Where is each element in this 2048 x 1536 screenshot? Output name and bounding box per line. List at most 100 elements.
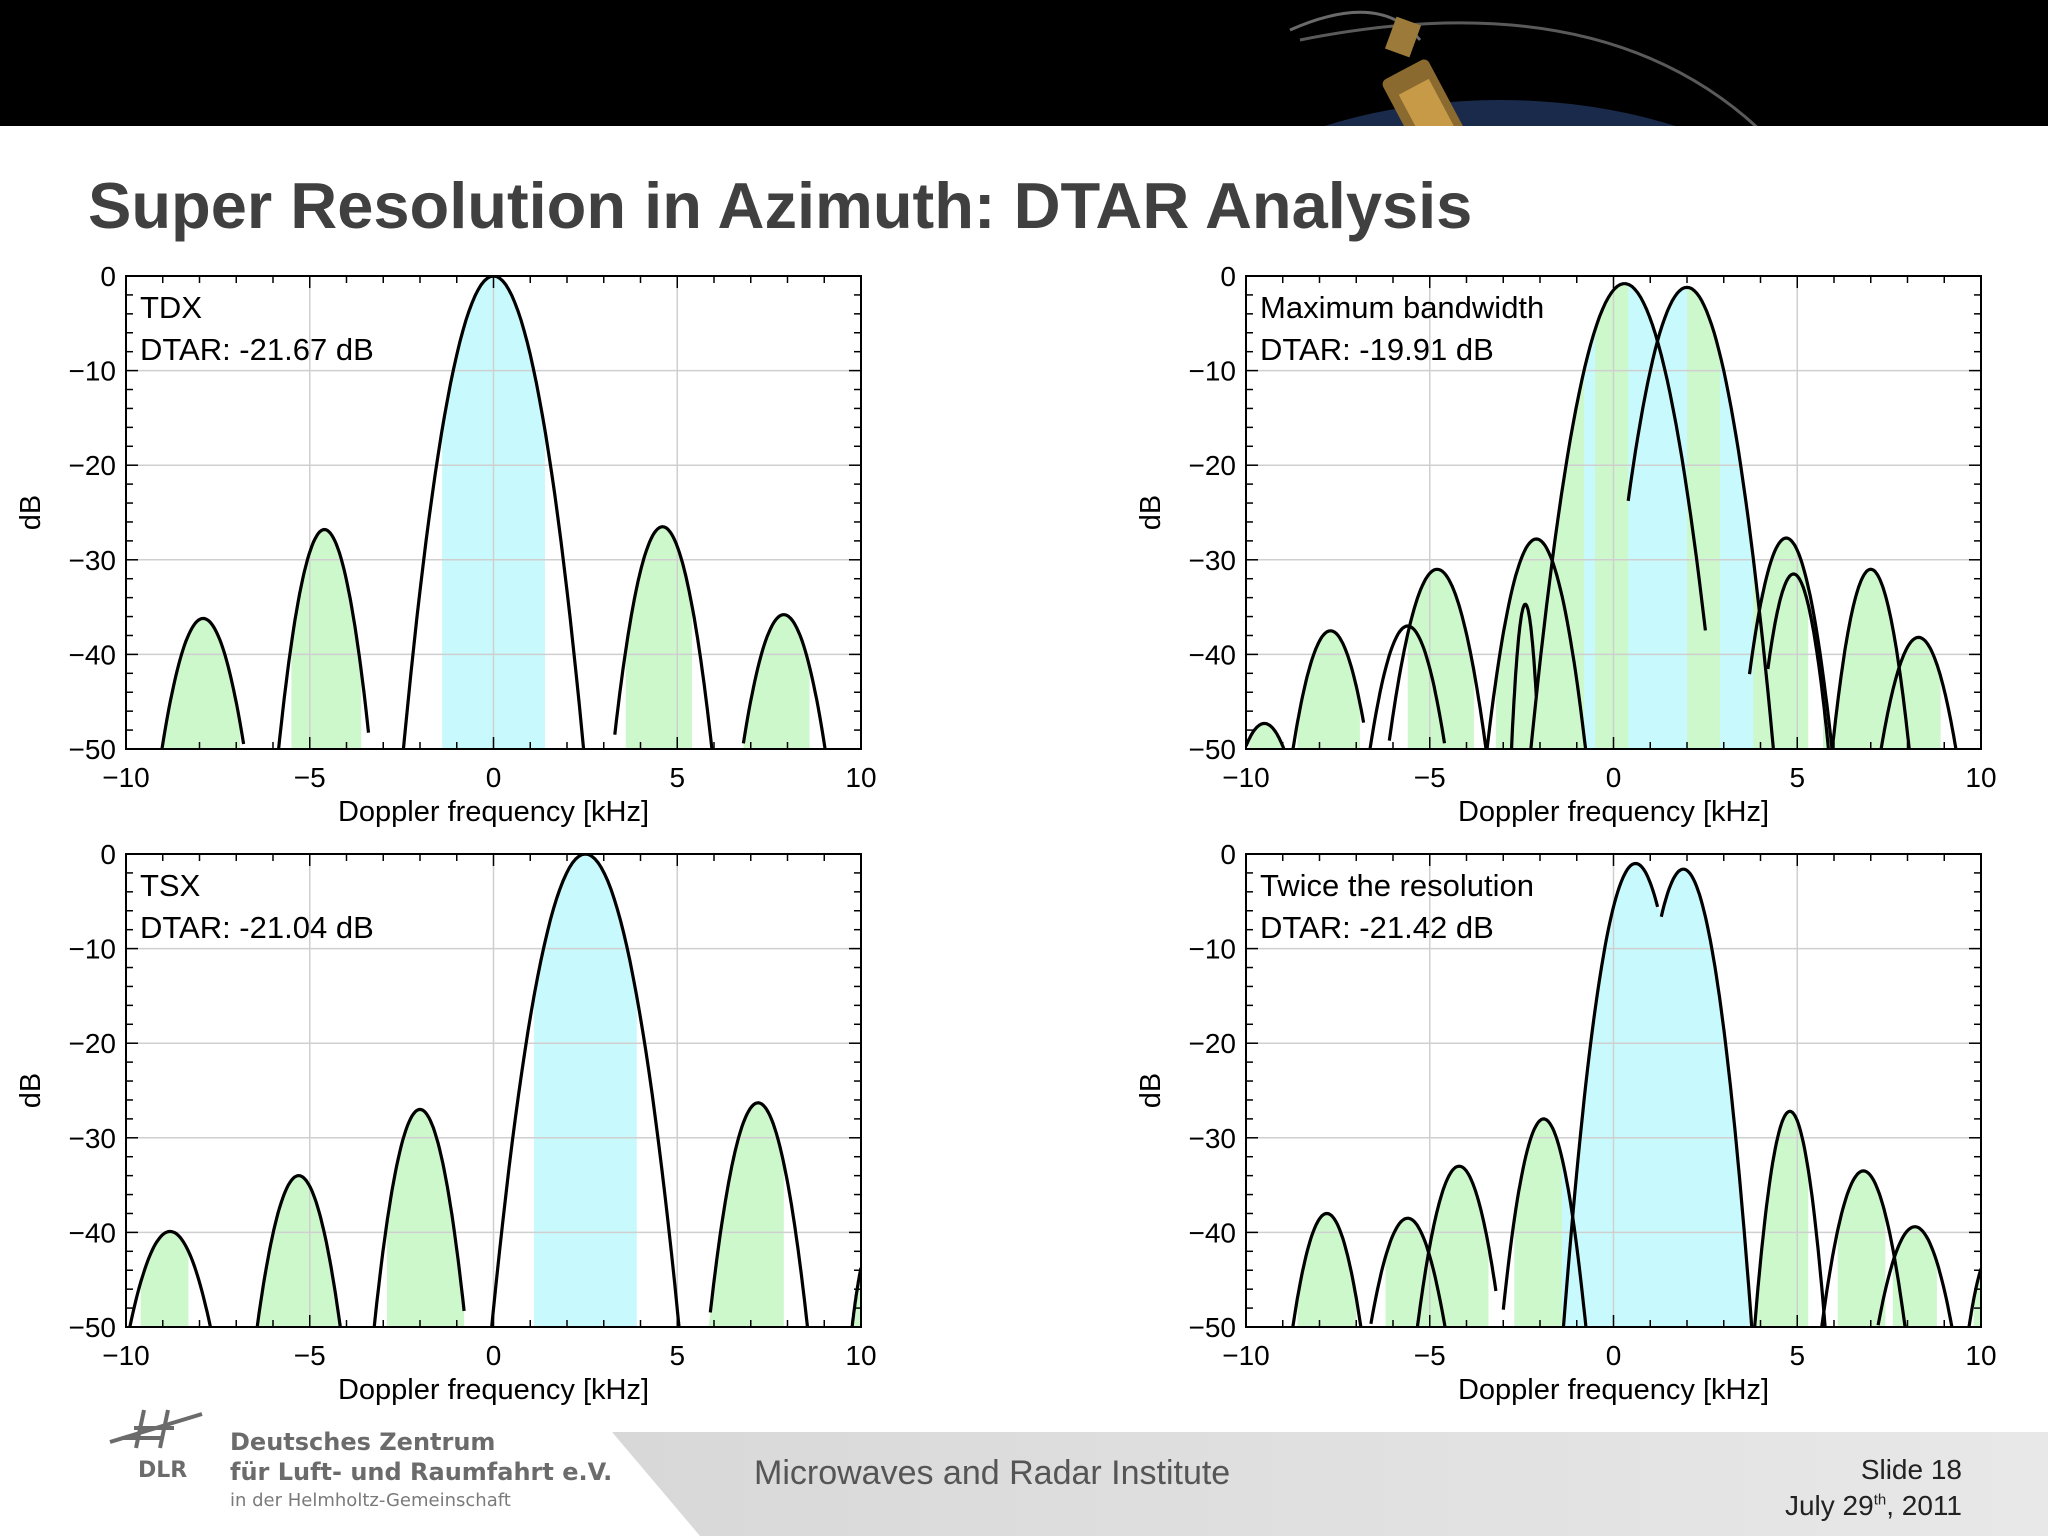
x-tick-label: 0 [1606,1340,1622,1371]
green-band [1892,1226,1937,1327]
series-curve [1529,282,1707,749]
x-tick-label: 10 [1965,1340,1996,1371]
series-curve [708,1101,810,1327]
y-tick-label: −40 [69,639,117,670]
green-band [291,529,362,749]
series-curve [1820,1169,1907,1327]
green-band [386,1109,465,1327]
chart-annotation: DTAR: -19.91 dB [1260,332,1494,367]
chart-panel-tdx: −10 −5 0 5 10 0 −10 −20 −30 −40 −50 Doppler frequen… [0,262,880,832]
chart-annotation: Twice the resolution [1260,868,1534,903]
y-tick-label: −20 [1189,1028,1237,1059]
x-tick-label: 5 [1789,762,1805,793]
series-curve [1415,1164,1498,1327]
y-tick-label: −20 [1189,450,1237,481]
series-curve [1561,861,1660,1327]
y-tick-label: −40 [69,1217,117,1248]
green-band [1297,630,1360,749]
satellite-banner [0,0,2048,136]
series-curve [1509,602,1538,749]
green-band [625,526,692,749]
series-curve [1501,1117,1588,1327]
x-tick-label: −10 [1222,762,1270,793]
y-tick-label: −30 [1189,1123,1237,1154]
series-curve [850,1267,861,1327]
y-tick-label: −30 [69,1123,117,1154]
green-band [140,1231,189,1327]
series-curve [276,527,371,749]
date-superscript: th [1873,1491,1887,1509]
y-tick-label: 0 [1220,840,1236,870]
green-band [1823,569,1890,749]
x-tick-label: −5 [294,1340,326,1371]
series-curve [1369,1216,1447,1327]
y-tick-label: −50 [1189,734,1237,765]
dlr-logo-word: DLR [138,1458,188,1483]
series-curve [1830,567,1911,749]
dlr-name-line3: in der Helmholtz-Gemeinschaft [230,1490,511,1511]
slide-date: July 29th, 2011 [1785,1490,1962,1522]
series-curve [1291,629,1366,749]
chart-annotation: DTAR: -21.42 dB [1260,910,1494,945]
chart-annotation: TDX [140,290,202,325]
plot-area [1246,854,1981,1327]
y-axis-label: dB [1135,1073,1167,1108]
series-curve [128,1229,213,1327]
chart-panel-tsx: −10 −5 0 5 10 0 −10 −20 −30 −40 −50 Doppler frequen… [0,840,880,1410]
x-tick-label: −10 [1222,1340,1270,1371]
green-band [1297,1213,1357,1327]
y-axis-label: dB [1135,495,1167,530]
plot-area [1246,276,1981,749]
series-curve [372,1107,466,1327]
green-band [1514,1118,1563,1327]
chart-annotation: TSX [140,868,201,903]
series-curve [1766,572,1831,749]
green-band [258,1175,347,1327]
y-tick-label: −50 [1189,1312,1237,1343]
green-band [1756,1111,1809,1327]
series-curve [1879,635,1958,749]
series-curve [741,613,827,749]
y-tick-label: −10 [69,934,117,965]
green-band [1837,1170,1886,1327]
x-tick-label: −10 [102,762,150,793]
series-curve [255,1173,342,1327]
y-tick-label: 0 [1220,262,1236,292]
green-band [162,618,240,749]
x-tick-label: 0 [486,762,502,793]
series-curve [1747,536,1834,749]
plot-area [126,854,861,1327]
y-tick-label: 0 [100,840,116,870]
x-axis-label: Doppler frequency [kHz] [338,1374,649,1406]
y-tick-label: −10 [69,356,117,387]
x-tick-label: −5 [1414,1340,1446,1371]
y-axis-label: dB [15,1073,47,1108]
x-tick-label: 0 [486,1340,502,1371]
dlr-name-line2: für Luft- und Raumfahrt e.V. [230,1458,613,1486]
green-band [1407,569,1474,749]
x-tick-label: 10 [845,762,876,793]
chart-annotation: Maximum bandwidth [1260,290,1544,325]
series-curve [490,854,681,1327]
series-curve [1659,867,1754,1327]
chart-annotation: DTAR: -21.67 dB [140,332,374,367]
series-curve [1753,1109,1827,1327]
y-tick-label: −30 [69,545,117,576]
green-band [1595,283,1629,749]
x-tick-label: 5 [669,1340,685,1371]
y-tick-label: −50 [69,734,117,765]
series-curve [1485,537,1588,749]
footer-bar [612,1432,2048,1536]
dlr-logo [109,1409,203,1449]
series-curve [1626,285,1776,749]
green-band [1385,1186,1445,1327]
slide-number: Slide 18 [1860,1454,1962,1485]
y-tick-label: −50 [69,1312,117,1343]
green-band [1440,1166,1489,1327]
y-tick-label: −40 [1189,1217,1237,1248]
green-band [1973,1268,1981,1327]
